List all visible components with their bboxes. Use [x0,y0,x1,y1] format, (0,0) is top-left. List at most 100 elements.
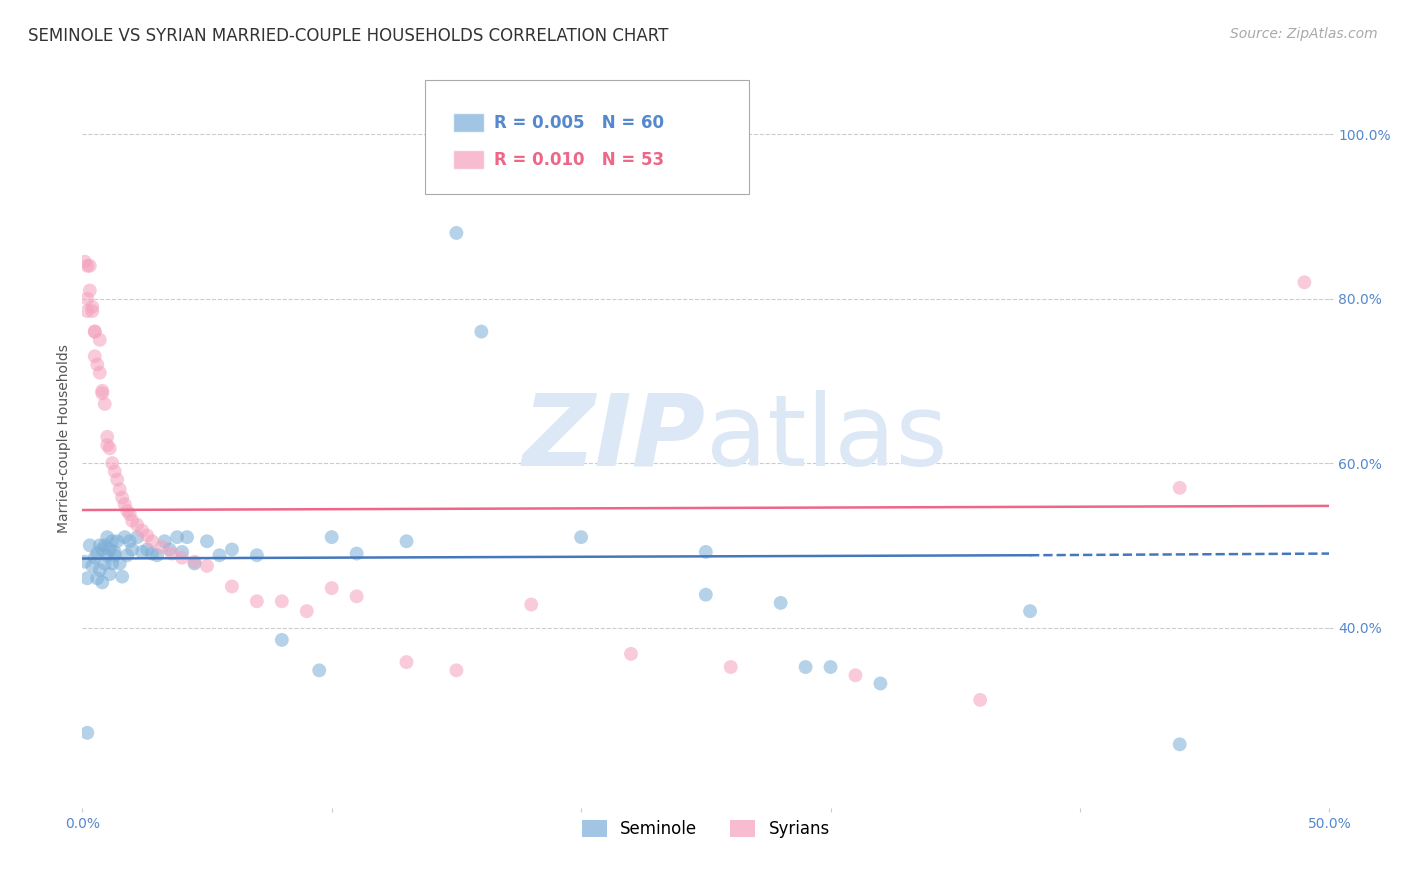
Point [221,579,243,593]
Point [79,538,101,552]
Point [127,517,149,532]
Point [96,438,118,452]
Point [121,514,143,528]
Point [76,304,98,318]
Point [89,563,111,577]
Point [98,442,121,456]
Point [127,530,149,544]
Point [101,534,124,549]
Point [96,530,118,544]
Point [101,456,124,470]
Point [1294,275,1316,289]
Point [141,534,163,549]
Point [270,632,292,647]
Point [346,547,368,561]
Point [270,594,292,608]
FancyBboxPatch shape [453,150,484,169]
Point [96,430,118,444]
Point [395,655,418,669]
Point [105,534,128,549]
Point [221,542,243,557]
Point [83,550,105,565]
Point [150,540,173,554]
Point [969,693,991,707]
Point [101,557,124,571]
Point [93,538,115,552]
Point [82,558,104,573]
Point [89,366,111,380]
Point [195,558,218,573]
Point [86,571,108,585]
Point [844,668,866,682]
Point [183,555,205,569]
Point [115,504,138,518]
Point [794,660,817,674]
Point [83,325,105,339]
Text: Source: ZipAtlas.com: Source: ZipAtlas.com [1230,27,1378,41]
Point [131,545,153,559]
Text: R = 0.010   N = 53: R = 0.010 N = 53 [494,151,664,169]
Point [569,530,592,544]
Text: ZIP: ZIP [523,390,706,487]
Point [869,676,891,690]
Point [695,545,717,559]
Point [108,557,131,571]
Point [121,542,143,557]
Point [183,557,205,571]
Point [93,397,115,411]
Point [176,530,198,544]
Point [246,594,269,608]
Point [208,548,231,562]
Point [118,507,141,521]
Point [98,567,121,582]
Point [76,726,98,740]
Point [83,349,105,363]
Point [104,464,127,478]
Point [79,259,101,273]
Point [76,292,98,306]
Point [620,647,643,661]
Point [1019,604,1042,618]
Point [104,548,127,562]
Point [170,545,193,559]
Point [153,534,176,549]
Point [91,386,114,401]
Point [105,473,128,487]
Point [73,555,96,569]
Point [82,300,104,314]
Point [820,660,842,674]
Point [446,226,468,240]
Point [83,325,105,339]
Legend: Seminole, Syrians: Seminole, Syrians [575,813,837,845]
Point [321,530,343,544]
Point [470,325,492,339]
Point [446,663,468,677]
Point [98,542,121,557]
Point [104,545,127,559]
Point [146,548,169,562]
FancyBboxPatch shape [425,79,749,194]
Point [79,284,101,298]
FancyBboxPatch shape [453,113,484,132]
Point [131,524,153,538]
Point [1168,481,1191,495]
Text: R = 0.005   N = 60: R = 0.005 N = 60 [494,113,664,131]
Point [76,259,98,273]
Point [96,548,118,562]
Point [118,534,141,549]
Point [769,596,792,610]
Point [695,588,717,602]
Point [89,538,111,552]
Text: atlas: atlas [706,390,948,487]
Point [111,569,134,583]
Point [321,581,343,595]
Point [93,557,115,571]
Point [141,547,163,561]
Point [395,534,418,549]
Point [91,384,114,398]
Point [720,660,742,674]
Point [520,598,543,612]
Point [86,358,108,372]
Point [346,590,368,604]
Text: SEMINOLE VS SYRIAN MARRIED-COUPLE HOUSEHOLDS CORRELATION CHART: SEMINOLE VS SYRIAN MARRIED-COUPLE HOUSEH… [28,27,668,45]
